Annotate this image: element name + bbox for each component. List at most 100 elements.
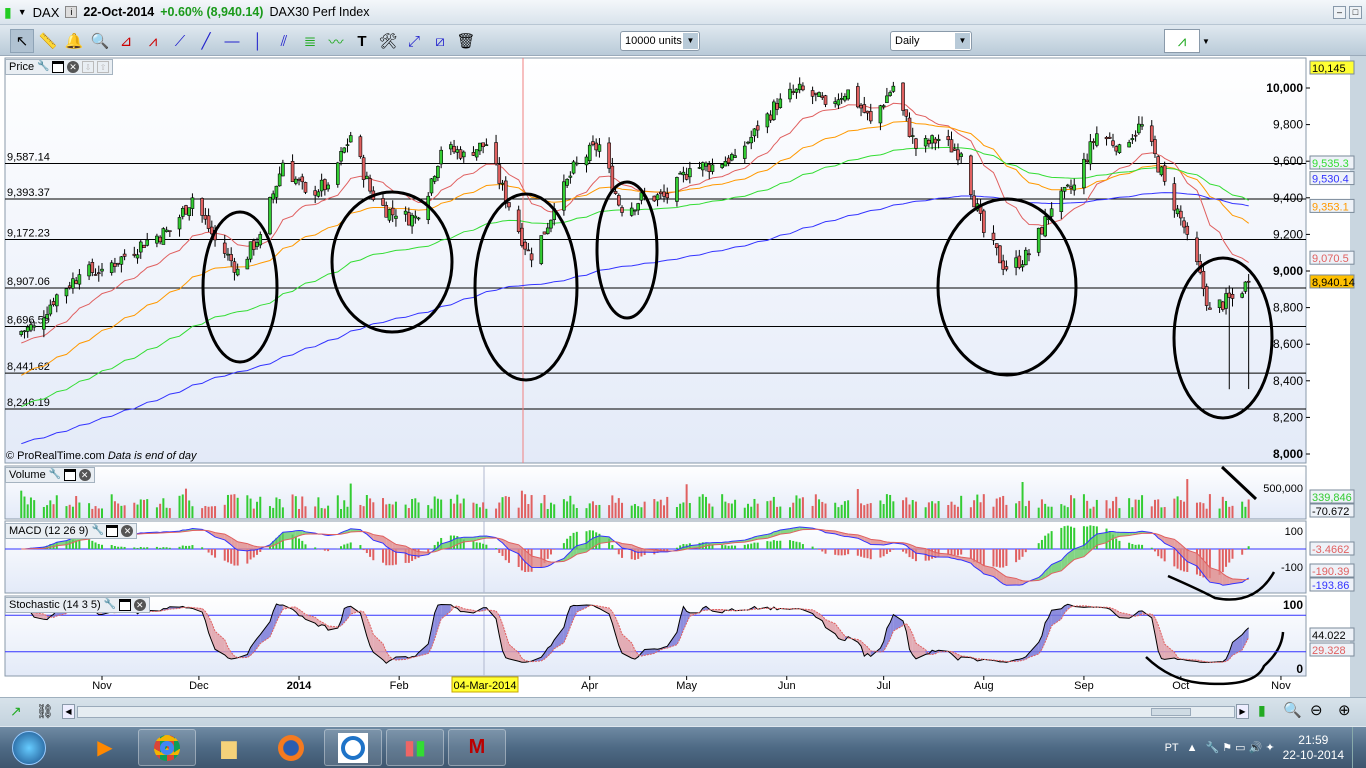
window-icon[interactable] bbox=[118, 599, 131, 611]
level-label: 8,441.62 bbox=[7, 361, 50, 373]
candle bbox=[484, 144, 489, 147]
macd-histogram-bar bbox=[88, 539, 91, 549]
fibonacci-tool[interactable]: ≣ bbox=[303, 33, 317, 50]
minimize-button[interactable]: – bbox=[1333, 6, 1346, 19]
wrench-icon[interactable]: 🔧 bbox=[37, 61, 50, 72]
close-icon[interactable]: ✕ bbox=[121, 525, 134, 537]
start-button[interactable] bbox=[4, 729, 54, 766]
macd-fill bbox=[576, 543, 587, 555]
scroll-right-button[interactable]: ▶ bbox=[1236, 704, 1249, 719]
volume-bar bbox=[969, 507, 972, 518]
macd-fill bbox=[408, 547, 413, 556]
window-icon[interactable] bbox=[106, 525, 119, 537]
horizontal-line-tool[interactable]: — bbox=[224, 32, 240, 50]
close-icon[interactable]: ✕ bbox=[78, 469, 91, 481]
alert-bell-tool[interactable]: 🔔 bbox=[64, 33, 84, 50]
macd-histogram-bar bbox=[427, 549, 430, 554]
pointer-tool[interactable]: ↖ bbox=[10, 29, 34, 53]
vertical-line-tool[interactable]: │ bbox=[253, 32, 263, 50]
ruler-tool[interactable]: 📏 bbox=[38, 33, 58, 50]
text-tool[interactable]: T bbox=[357, 32, 367, 50]
indicators-button[interactable]: ⩘ bbox=[1164, 29, 1200, 53]
close-icon[interactable]: ✕ bbox=[133, 599, 146, 611]
trendline-tool[interactable]: 〰 bbox=[328, 33, 344, 51]
macd-fill bbox=[454, 538, 458, 547]
line-tool[interactable]: ╱ bbox=[201, 33, 211, 50]
taskbar-firefox[interactable] bbox=[262, 729, 320, 766]
macd-histogram-bar bbox=[1005, 549, 1008, 566]
macd-histogram-bar bbox=[769, 541, 772, 549]
timeframe-select[interactable]: Daily ▼ bbox=[890, 31, 972, 51]
tools-icon[interactable]: 🛠 bbox=[378, 33, 398, 50]
taskbar-media-player[interactable]: ▶ bbox=[97, 737, 113, 759]
zoom-in-icon[interactable]: ⊕ bbox=[1338, 702, 1351, 719]
macd-fill bbox=[1209, 567, 1220, 584]
price-panel-label: Price bbox=[9, 61, 35, 73]
horizontal-scrollbar[interactable] bbox=[77, 706, 1235, 718]
candle bbox=[746, 141, 750, 144]
chart-canvas[interactable]: 9,587.14 9,393.37 9,172.23 8,907.06 8,696.59… bbox=[0, 0, 1366, 697]
candle bbox=[810, 90, 815, 97]
zoom-fit-icon[interactable]: 🔍 bbox=[1283, 702, 1302, 719]
zoom-out-icon[interactable]: ⊖ bbox=[1310, 702, 1323, 719]
info-icon[interactable]: i bbox=[65, 6, 78, 18]
taskbar-app-circle[interactable] bbox=[324, 729, 382, 766]
stochastic-fill bbox=[1229, 642, 1233, 660]
macd-histogram-bar bbox=[382, 549, 385, 563]
chevron-down-icon: ▼ bbox=[955, 33, 970, 49]
channel-tool[interactable]: ⩘ bbox=[148, 32, 158, 50]
clock[interactable]: 21:59 22-10-2014 bbox=[1282, 732, 1344, 762]
candle bbox=[177, 217, 182, 230]
volume-bar bbox=[120, 505, 123, 518]
move-down-icon[interactable]: ⇩ bbox=[82, 61, 95, 73]
window-icon[interactable] bbox=[63, 469, 76, 481]
symbol-dropdown-arrow[interactable]: ▼ bbox=[17, 7, 27, 17]
parallel-lines-tool[interactable]: ⫽ bbox=[280, 32, 288, 50]
wrench-icon[interactable]: 🔧 bbox=[91, 525, 104, 536]
stochastic-badge-bg bbox=[1309, 627, 1355, 642]
window-icon[interactable] bbox=[52, 61, 65, 73]
triangle-tool[interactable]: ⊿ bbox=[119, 33, 133, 50]
zoom-tool[interactable]: 🔍 bbox=[90, 33, 110, 50]
maximize-button[interactable]: □ bbox=[1349, 6, 1362, 19]
show-hidden-icons[interactable]: ▲ bbox=[1186, 741, 1198, 754]
trash-icon[interactable]: 🗑 bbox=[456, 33, 476, 50]
macd-histogram-bar bbox=[184, 545, 187, 549]
candle bbox=[1107, 136, 1112, 139]
macd-histogram-bar bbox=[566, 538, 569, 549]
stochastic-fill bbox=[1064, 604, 1068, 614]
show-desktop-button[interactable] bbox=[1352, 727, 1366, 768]
stochastic-fill bbox=[302, 611, 306, 620]
units-select[interactable]: 10000 units ▼ bbox=[620, 31, 700, 51]
volume-bar bbox=[298, 508, 301, 518]
reset-lines-tool[interactable]: ⤢ bbox=[407, 32, 420, 50]
scrollbar-thumb[interactable] bbox=[1151, 708, 1191, 716]
delete-lines-tool[interactable]: ⧄ bbox=[435, 32, 445, 50]
language-indicator[interactable]: PT bbox=[1164, 741, 1179, 754]
tray-icons[interactable]: 🔧 ⚑ ▭ 🔊 ✦ bbox=[1205, 742, 1275, 754]
export-icon[interactable]: ↗ bbox=[10, 703, 22, 719]
macd-line bbox=[21, 526, 1249, 586]
link-candles-icon[interactable]: ⛓ bbox=[36, 703, 54, 719]
segment-tool[interactable]: ⟋ bbox=[174, 32, 186, 50]
volume-bar bbox=[94, 506, 97, 518]
symbol-label[interactable]: DAX bbox=[32, 4, 60, 20]
quote-date: 22-Oct-2014 bbox=[83, 5, 155, 19]
taskbar-prorealtime[interactable]: ▮ ▮ bbox=[386, 729, 444, 766]
wrench-icon[interactable]: 🔧 bbox=[48, 469, 62, 480]
volume-bar bbox=[359, 504, 362, 518]
candle-width-icon[interactable]: ▮ bbox=[1258, 702, 1266, 718]
indicators-dropdown[interactable]: ▼ bbox=[1202, 36, 1210, 46]
wrench-icon[interactable]: 🔧 bbox=[103, 599, 117, 610]
volume-bar bbox=[818, 499, 821, 518]
taskbar-mcafee[interactable]: M bbox=[448, 729, 506, 766]
stochastic-fill bbox=[1061, 605, 1065, 620]
taskbar-file-explorer[interactable]: ▆ bbox=[221, 737, 237, 759]
macd-histogram-bar bbox=[394, 549, 397, 565]
move-up-icon[interactable]: ⇧ bbox=[97, 61, 110, 73]
scroll-left-button[interactable]: ◀ bbox=[62, 704, 75, 719]
candle bbox=[1095, 133, 1099, 146]
candle bbox=[697, 167, 702, 169]
close-icon[interactable]: ✕ bbox=[67, 61, 80, 73]
taskbar-chrome[interactable] bbox=[138, 729, 196, 766]
